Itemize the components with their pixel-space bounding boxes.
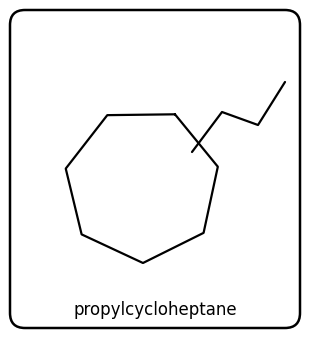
Text: propylcycloheptane: propylcycloheptane bbox=[73, 301, 237, 319]
